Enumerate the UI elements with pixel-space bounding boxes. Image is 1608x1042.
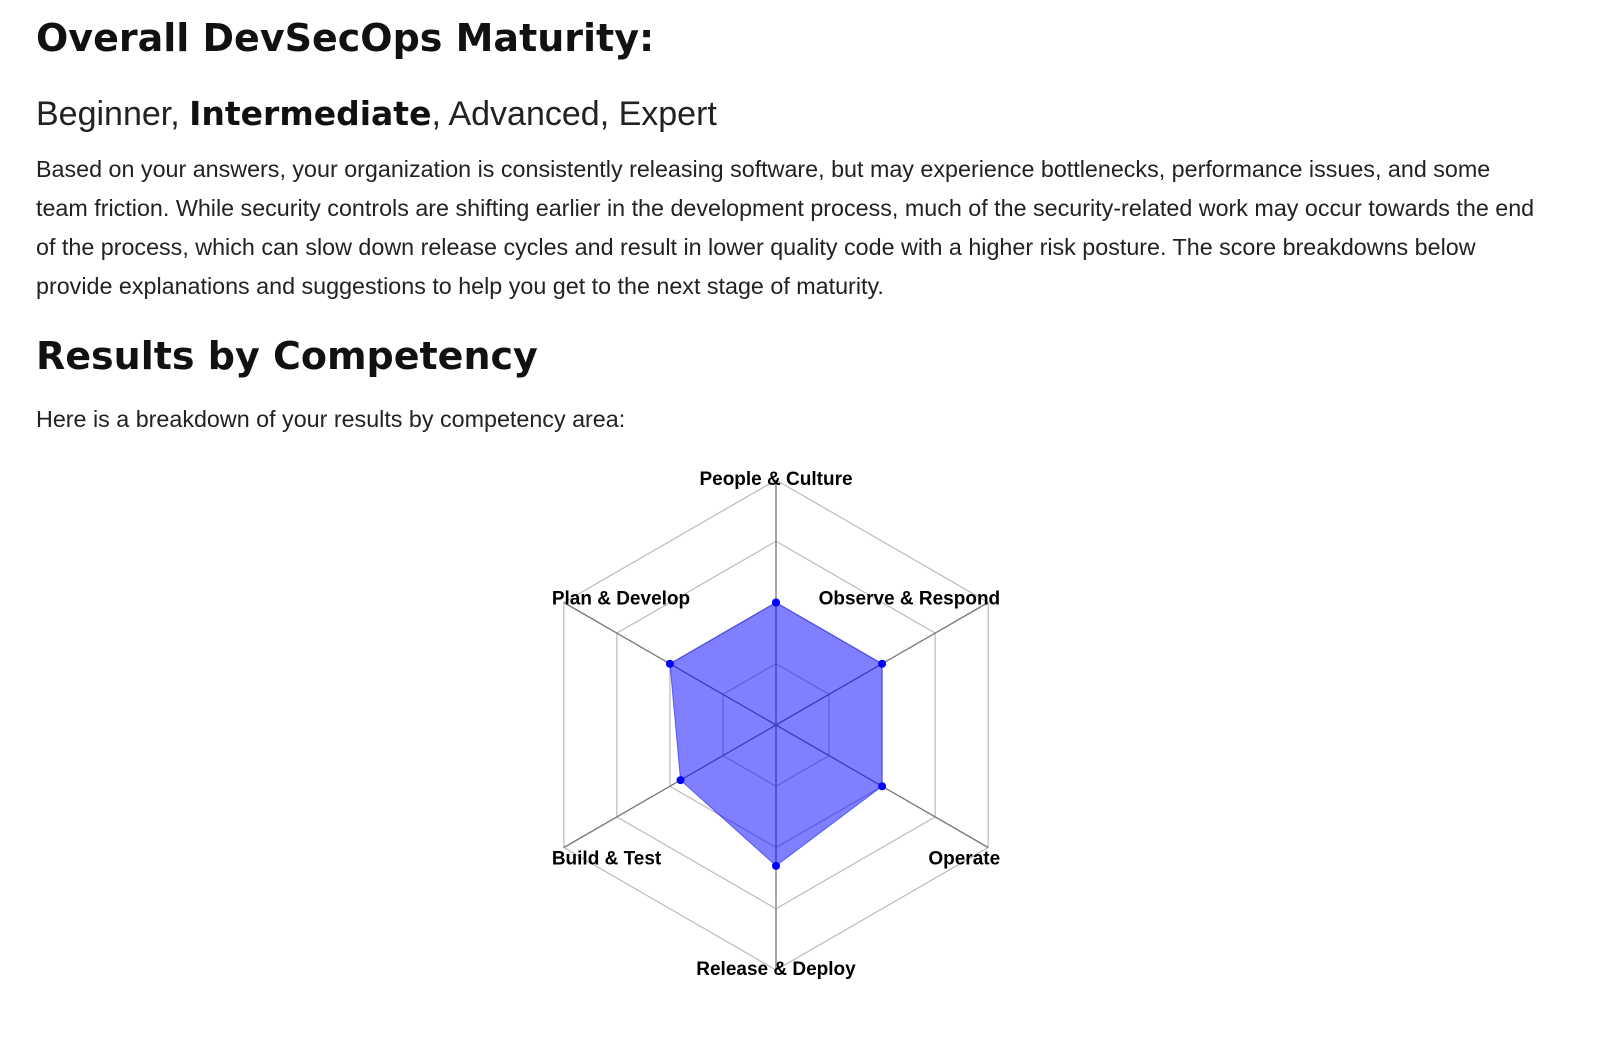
- description: Based on your answers, your organization…: [36, 156, 1535, 299]
- axis-label: Release & Deploy: [696, 959, 856, 980]
- axis-label: Build & Test: [552, 849, 662, 870]
- axis-label: Plan & Develop: [552, 589, 690, 610]
- radar-point: [772, 861, 780, 870]
- axis-label: Observe & Respond: [819, 589, 1001, 610]
- intro-text: Here is a breakdown of your results by c…: [36, 406, 626, 432]
- page-heading: Overall DevSecOps Maturity:: [36, 16, 655, 60]
- radar-point: [665, 659, 674, 668]
- radar-chart: People & Culture Observe & Respond Operate…: [552, 469, 1001, 980]
- maturity-level: , Advanced, Expert: [431, 95, 717, 133]
- maturity-levels: Beginner, Intermediate, Advanced, Expert: [36, 94, 717, 134]
- axis-label: People & Culture: [699, 469, 852, 490]
- radar-point: [676, 776, 685, 785]
- section-heading: Results by Competency: [36, 334, 538, 378]
- radar-area: [669, 601, 883, 867]
- radar-point: [772, 598, 780, 607]
- radar-point: [878, 782, 887, 791]
- maturity-level: Beginner,: [36, 95, 190, 133]
- maturity-level: Intermediate: [189, 94, 432, 133]
- axis-label: Operate: [928, 849, 1000, 870]
- radar-point: [878, 659, 887, 668]
